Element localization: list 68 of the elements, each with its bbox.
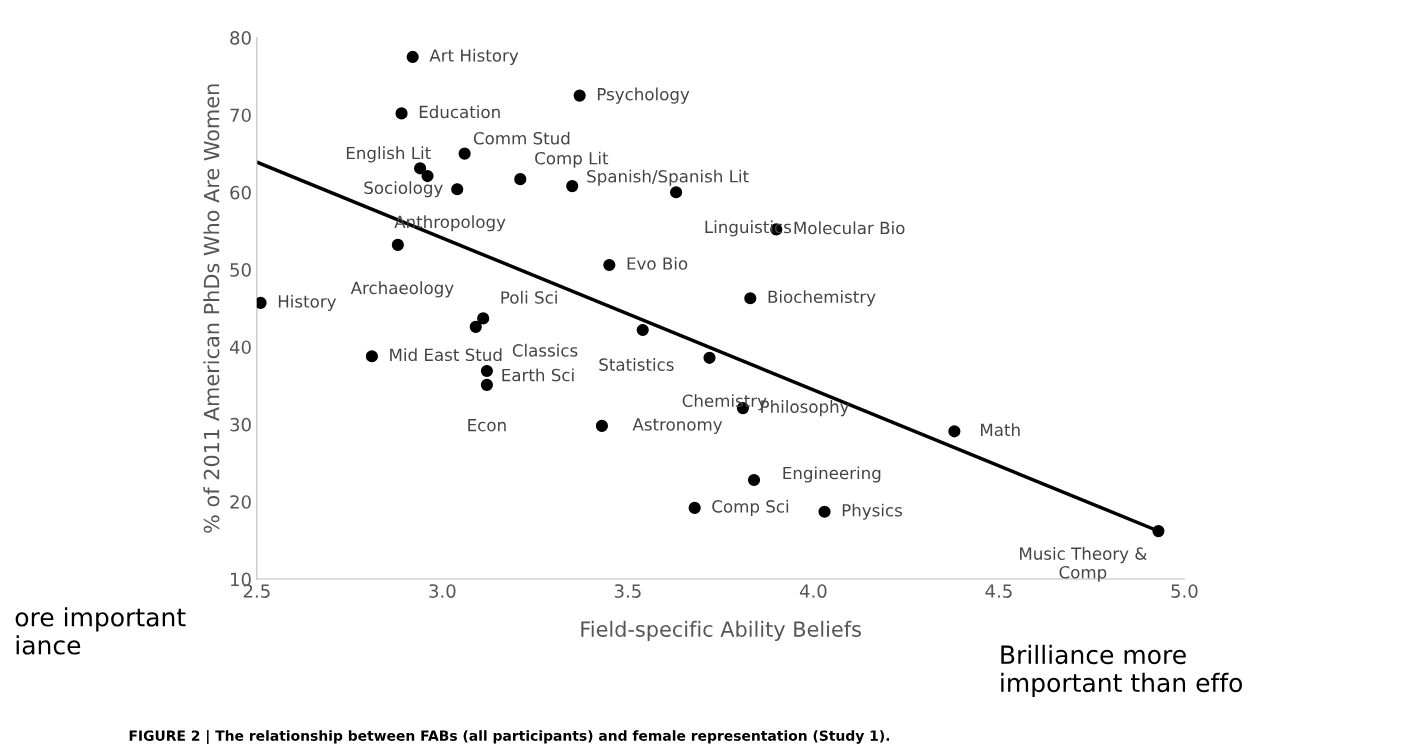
y-tick-label: 70 — [230, 108, 251, 123]
annotation: Sociology — [364, 181, 443, 198]
point — [703, 351, 716, 364]
x-tick-label: 5.0 — [1171, 584, 1198, 598]
annotation: Psychology — [597, 87, 690, 104]
point — [1152, 525, 1165, 538]
point — [406, 50, 419, 64]
point — [514, 173, 527, 186]
point — [636, 323, 649, 337]
point — [948, 425, 961, 438]
annotation: Comp Lit — [535, 151, 609, 168]
annotation: History — [278, 294, 337, 311]
point — [480, 364, 493, 378]
point — [477, 312, 490, 325]
annotation: Art History — [429, 48, 519, 65]
point — [480, 378, 493, 391]
point — [391, 238, 404, 251]
y-tick-label: 60 — [230, 185, 251, 200]
point — [256, 296, 267, 309]
y-tick-label: 20 — [230, 495, 251, 509]
annotation: Mid East Stud — [390, 348, 502, 362]
annotation: Archaeology — [350, 281, 454, 298]
annotation: Classics — [512, 343, 578, 357]
point — [469, 320, 482, 333]
annotation: Math — [981, 423, 1020, 437]
point — [744, 292, 757, 305]
x-tick-label: 4.5 — [985, 584, 1012, 598]
point — [818, 505, 831, 518]
annotation: Molecular Bio — [794, 221, 905, 235]
annotation: Engineering — [783, 466, 881, 483]
annotation: English Lit — [346, 146, 431, 163]
point — [595, 419, 608, 432]
point — [395, 107, 408, 120]
annotation: Evo Bio — [627, 256, 688, 270]
annotation: Spanish/Spanish Lit — [587, 169, 749, 186]
y-tick-label: 40 — [229, 340, 251, 355]
y-tick-label: 50 — [230, 263, 251, 277]
x-axis-title: Field-specific Ability Beliefs — [581, 620, 861, 641]
annotation: Music Theory & Comp — [1020, 547, 1147, 582]
annotation: Statistics — [599, 358, 674, 371]
annotation: Poli Sci — [501, 290, 557, 304]
point — [365, 350, 378, 363]
annotation: Econ — [468, 419, 506, 432]
annotation: Astronomy — [632, 418, 723, 434]
point — [573, 89, 586, 102]
point — [670, 186, 683, 199]
caption: FIGURE 2 | The relationship between FABs (all participants) and female representation (Study 1). — [129, 730, 890, 744]
x-tick-label: 3.5 — [614, 584, 641, 598]
annotation: Comm Stud — [473, 131, 570, 145]
point — [688, 501, 701, 514]
point — [603, 258, 616, 272]
x-tick-label: 4.0 — [799, 584, 827, 598]
annotation: Physics — [842, 503, 903, 520]
x-tick-label: 3.0 — [429, 584, 456, 598]
point — [414, 162, 427, 175]
annotation: Education — [419, 105, 500, 119]
y-tick-label: 30 — [230, 417, 251, 432]
annotation: Biochemistry — [768, 290, 876, 307]
y-axis-title: % of 2011 American PhDs Who Are Women — [203, 84, 220, 533]
point — [451, 183, 464, 196]
annotation: Comp Sci — [712, 499, 789, 516]
y-tick-label: 80 — [230, 31, 251, 45]
text: Brilliance more important than effo — [1001, 644, 1243, 698]
point — [458, 147, 471, 160]
point — [566, 180, 579, 193]
annotation: Earth Sci — [502, 368, 574, 382]
point — [747, 473, 761, 487]
text: ore important iance — [15, 607, 186, 655]
